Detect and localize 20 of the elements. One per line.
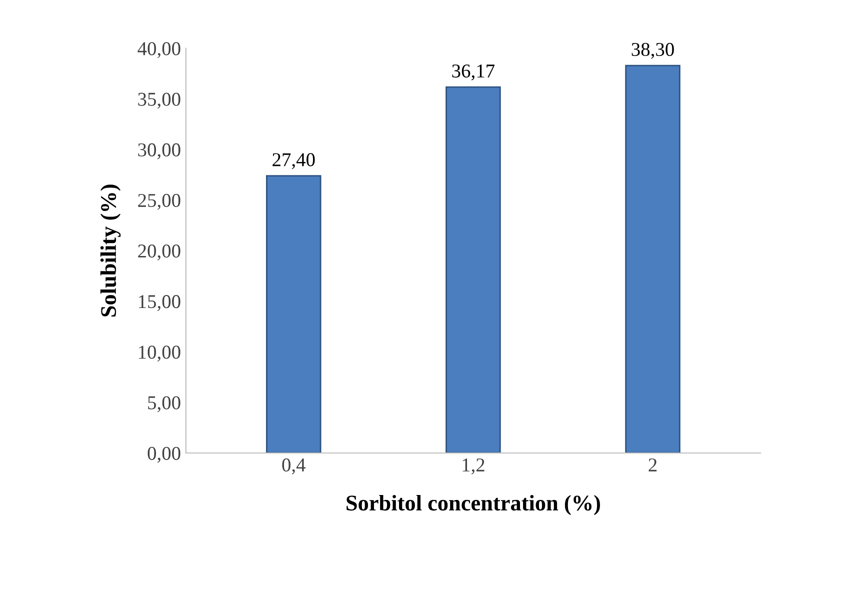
y-tick-label: 30,00 <box>138 143 180 160</box>
y-axis-title: Solubility (%) <box>100 184 121 316</box>
y-tick-label: 20,00 <box>138 244 180 260</box>
y-tick-label: 15,00 <box>139 295 180 311</box>
bar <box>625 64 680 453</box>
x-tick-label: 2 <box>648 458 657 472</box>
data-label: 36,17 <box>452 64 495 80</box>
y-tick-label: 35,00 <box>138 92 180 109</box>
x-axis-title: Sorbitol concentration (%) <box>346 494 600 516</box>
bar <box>266 175 322 453</box>
y-tick-label: 25,00 <box>138 194 180 210</box>
y-tick-label: 10,00 <box>139 346 180 362</box>
y-tick-label: 5,00 <box>148 396 180 412</box>
x-tick-label: 0,4 <box>282 458 306 474</box>
y-tick-label: 0,00 <box>148 446 180 463</box>
bar <box>446 86 501 453</box>
y-tick-label: 40,00 <box>138 42 180 58</box>
data-label: 38,30 <box>632 42 674 59</box>
data-label: 27,40 <box>272 153 315 170</box>
x-tick-label: 1,2 <box>462 458 484 474</box>
